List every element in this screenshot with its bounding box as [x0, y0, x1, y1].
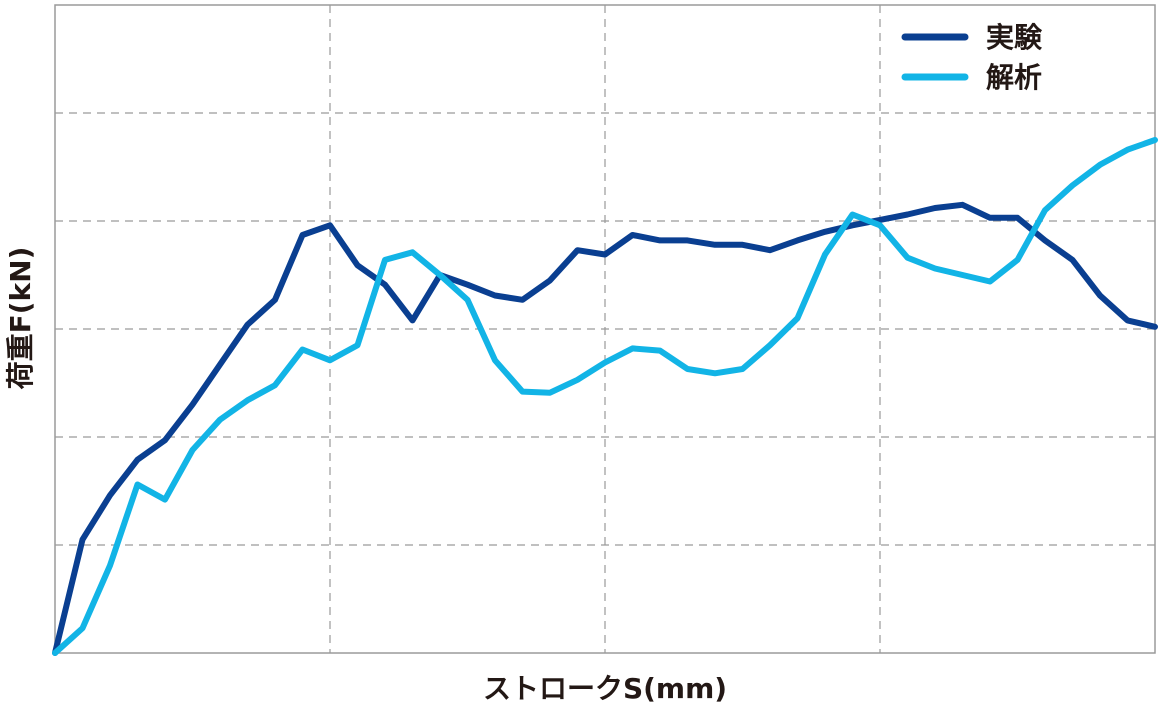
legend-label: 解析 [986, 61, 1042, 94]
x-axis-label: ストロークS(mm) [483, 672, 727, 705]
y-axis-label: 荷重F(kN) [4, 247, 37, 390]
legend-label: 実験 [986, 21, 1043, 54]
data-line [52, 137, 1158, 656]
data-line [52, 201, 1158, 656]
